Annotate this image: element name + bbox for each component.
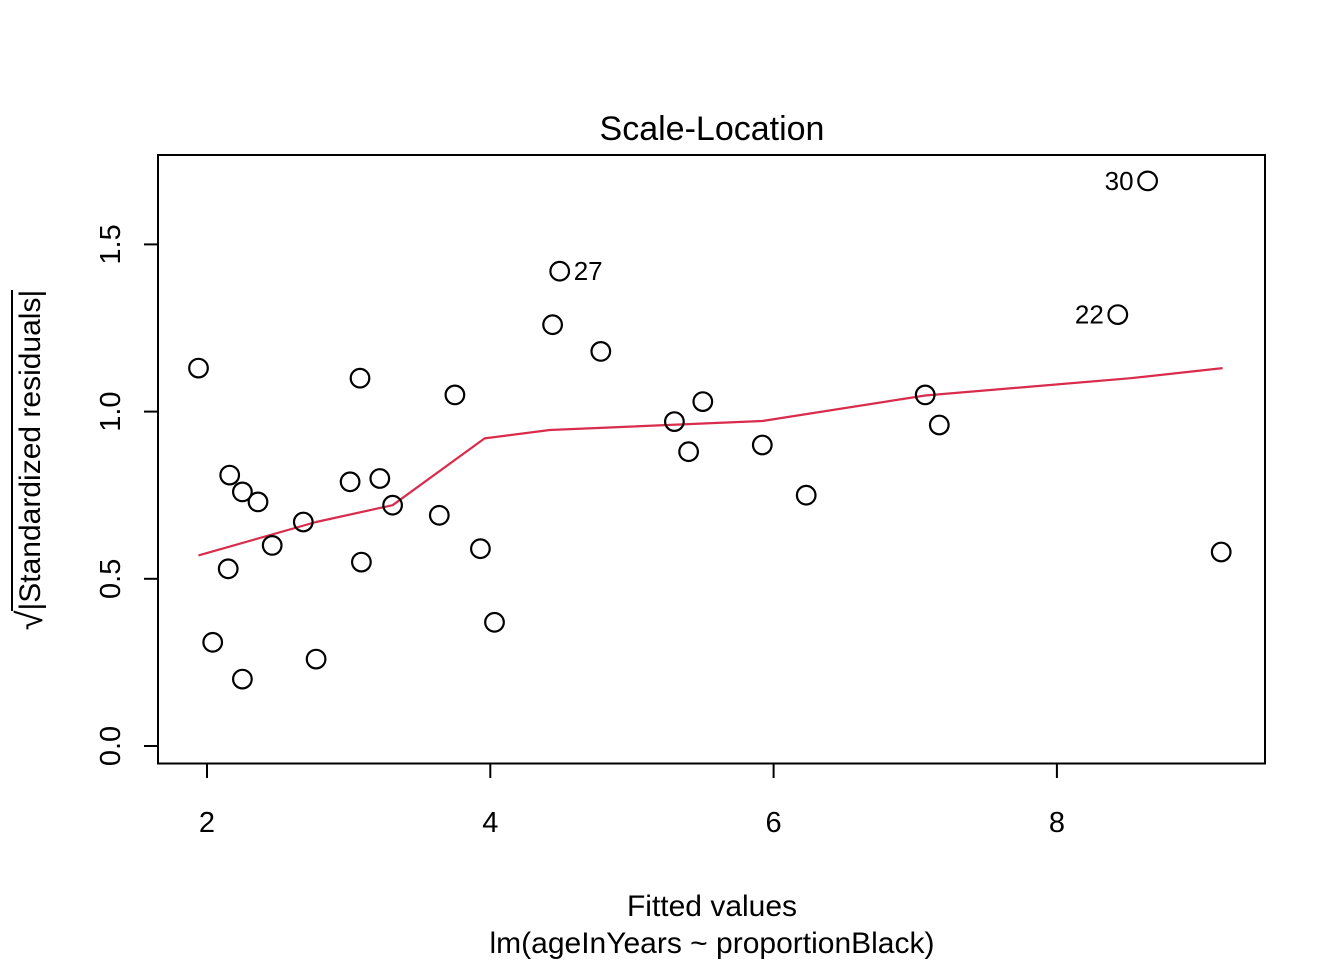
smoother-layer <box>198 367 1223 557</box>
data-point <box>369 468 391 489</box>
y-tick-label: 0.5 <box>95 559 127 599</box>
data-point <box>1210 541 1232 563</box>
data-point <box>542 314 563 336</box>
point-id-label: 22 <box>1075 300 1104 330</box>
data-point <box>470 538 491 560</box>
data-point <box>188 357 209 379</box>
x-tick-label: 8 <box>1049 807 1065 839</box>
y-tick-label: 0.0 <box>95 726 127 766</box>
data-point <box>382 494 404 516</box>
data-point <box>261 535 283 556</box>
point-id-label: 30 <box>1105 166 1134 196</box>
data-point <box>928 414 950 436</box>
point-labels-layer: 27 22 30 <box>574 166 1134 330</box>
data-point <box>590 341 612 362</box>
data-point <box>219 464 241 486</box>
data-point <box>292 511 314 533</box>
data-point <box>247 491 269 513</box>
data-point <box>231 481 253 503</box>
y-axis-label: √|Standardized residuals| <box>9 260 50 660</box>
data-point <box>351 551 372 573</box>
x-axis-ticks: 2 4 6 8 <box>199 763 1065 839</box>
data-point <box>1107 304 1129 326</box>
x-tick-label: 4 <box>482 807 498 839</box>
data-point <box>751 434 773 456</box>
x-axis-sublabel: lm(ageInYears ~ proportionBlack) <box>489 927 935 960</box>
data-point <box>305 648 327 670</box>
y-tick-label: 1.0 <box>95 391 127 431</box>
data-point <box>678 441 699 463</box>
data-point <box>428 504 450 526</box>
data-point <box>444 384 466 406</box>
data-point <box>664 411 685 433</box>
smoother-line <box>198 367 1223 557</box>
data-point <box>349 367 371 389</box>
chart-title: Scale-Location <box>599 110 825 148</box>
x-tick-label: 6 <box>766 807 782 839</box>
sqrt-symbol: √ <box>9 610 50 631</box>
data-point <box>1137 170 1158 192</box>
data-point <box>692 391 714 413</box>
data-point <box>339 471 361 493</box>
data-point <box>914 384 936 406</box>
data-point <box>549 260 571 282</box>
plot-border <box>157 154 1266 765</box>
point-id-label: 27 <box>574 256 603 286</box>
y-axis-label-text: |Standardized residuals| <box>11 289 47 611</box>
x-axis-label: Fitted values <box>626 890 798 923</box>
x-tick-label: 2 <box>199 807 215 839</box>
data-point <box>795 484 817 506</box>
data-point <box>217 558 239 580</box>
data-point <box>202 631 224 653</box>
data-point <box>231 668 253 690</box>
data-point <box>484 611 505 633</box>
y-axis-ticks: 0.0 0.5 1.0 1.5 <box>95 224 158 766</box>
y-tick-label: 1.5 <box>95 224 127 264</box>
points-layer <box>188 170 1232 690</box>
